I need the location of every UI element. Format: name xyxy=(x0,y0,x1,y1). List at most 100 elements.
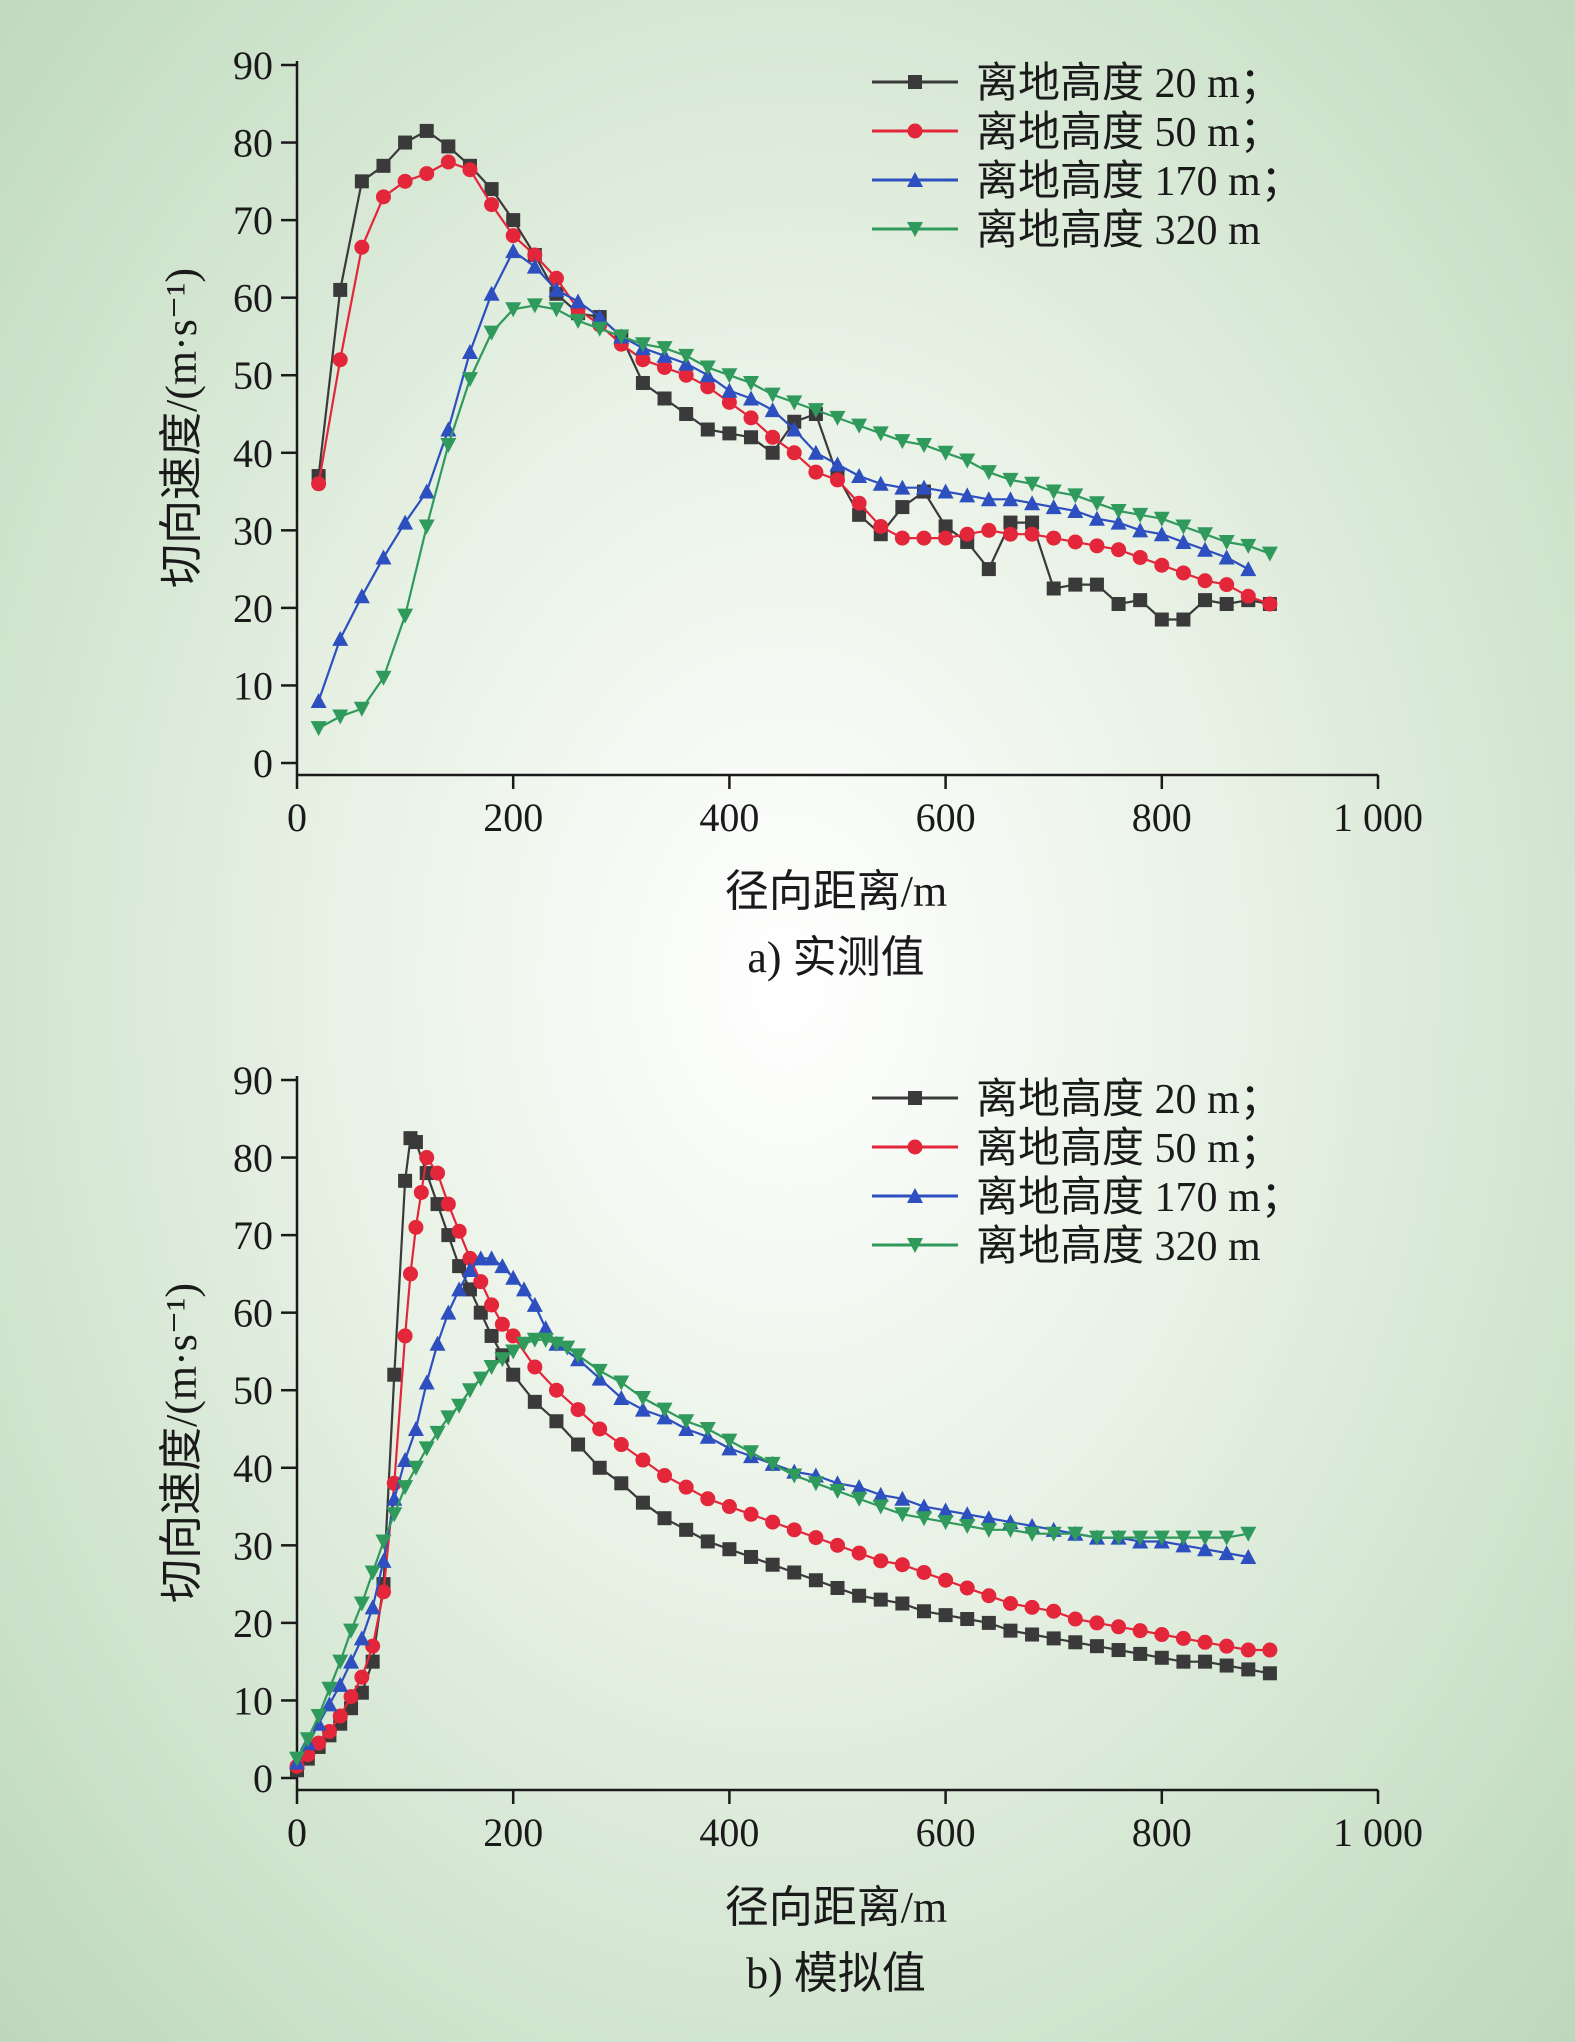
y-tick-label: 50 xyxy=(233,353,273,398)
data-point xyxy=(1218,549,1235,565)
data-point xyxy=(657,1468,673,1484)
legend-label: 离地高度 20 m； xyxy=(976,1076,1282,1123)
data-point xyxy=(592,1460,607,1475)
data-point xyxy=(462,1282,477,1297)
x-tick-label: 400 xyxy=(699,1810,759,1855)
data-point xyxy=(397,1480,414,1496)
data-point xyxy=(505,302,522,318)
data-point xyxy=(310,692,327,708)
data-point xyxy=(1198,593,1213,608)
data-point xyxy=(311,1735,327,1751)
y-tick-label: 70 xyxy=(233,198,273,243)
data-point xyxy=(419,123,434,138)
data-point xyxy=(721,382,738,398)
data-point xyxy=(505,1328,521,1344)
data-point xyxy=(1218,1530,1235,1546)
data-point xyxy=(635,1452,651,1468)
data-point xyxy=(1198,1654,1213,1669)
data-point xyxy=(872,1486,889,1502)
y-tick-label: 60 xyxy=(233,276,273,321)
data-point xyxy=(375,1534,392,1550)
data-point xyxy=(959,1580,975,1596)
y-axis-title-b: 切向速度/(m·s⁻¹) xyxy=(157,1283,206,1603)
data-point xyxy=(656,1402,673,1418)
data-point xyxy=(354,1669,370,1685)
data-point xyxy=(635,375,650,390)
data-point xyxy=(721,1499,737,1515)
data-point xyxy=(571,1437,586,1452)
series-line xyxy=(317,250,1249,702)
y-tick-label: 90 xyxy=(233,43,273,88)
data-point xyxy=(494,1316,510,1332)
x-axis-title-a: 径向距离/m xyxy=(725,867,947,916)
data-point xyxy=(461,1262,478,1278)
data-point xyxy=(570,313,587,329)
legend-label: 离地高度 170 m； xyxy=(976,158,1303,205)
series-3 xyxy=(310,243,1257,708)
data-point xyxy=(310,1708,327,1724)
data-point xyxy=(786,1522,802,1538)
y-tick-label: 70 xyxy=(233,1213,273,1258)
data-point xyxy=(1240,1642,1256,1658)
legend-item: 离地高度 170 m； xyxy=(872,1174,1303,1221)
data-point xyxy=(1024,476,1041,492)
data-point xyxy=(894,1490,911,1506)
data-point xyxy=(765,1557,780,1572)
series-line xyxy=(296,1257,1249,1764)
data-point xyxy=(807,1476,824,1492)
data-point xyxy=(1003,1623,1018,1638)
data-point xyxy=(1154,1627,1170,1643)
data-point xyxy=(299,1732,316,1748)
data-point xyxy=(938,519,953,534)
data-point xyxy=(786,1468,803,1484)
data-point xyxy=(462,162,478,178)
series-3 xyxy=(289,1250,1257,1770)
y-tick-label: 20 xyxy=(233,586,273,631)
x-tick-label: 400 xyxy=(699,795,759,840)
data-point xyxy=(872,426,889,442)
data-point xyxy=(494,1352,511,1368)
legend-label: 离地高度 50 m； xyxy=(976,109,1282,156)
legend-label: 离地高度 170 m； xyxy=(976,1174,1303,1221)
series-4 xyxy=(289,1332,1257,1767)
legend-label: 离地高度 50 m； xyxy=(976,1125,1282,1172)
data-point xyxy=(375,189,391,205)
data-point xyxy=(938,1608,953,1623)
legend-label: 离地高度 320 m xyxy=(976,207,1261,254)
data-point xyxy=(1175,533,1192,549)
data-point xyxy=(1089,1615,1105,1631)
data-point xyxy=(473,1305,488,1320)
legend-marker xyxy=(907,1188,923,1203)
data-point xyxy=(786,421,803,437)
y-tick-label: 10 xyxy=(233,663,273,708)
data-point xyxy=(894,1557,910,1573)
data-point xyxy=(413,1184,429,1200)
legend-marker xyxy=(907,1139,923,1155)
data-point xyxy=(527,247,543,263)
legend-item: 离地高度 170 m； xyxy=(872,158,1303,205)
data-point xyxy=(461,372,478,388)
data-point xyxy=(1176,1654,1191,1669)
data-point xyxy=(451,1223,467,1239)
data-point xyxy=(959,526,975,542)
data-point xyxy=(462,1250,478,1266)
data-point xyxy=(830,1537,845,1553)
panel-caption-a: a) 实测值 xyxy=(747,933,924,982)
data-point xyxy=(516,1281,533,1297)
y-axis-title-a: 切向速度/(m·s⁻¹) xyxy=(157,268,206,588)
data-point xyxy=(873,518,889,534)
data-point xyxy=(613,1389,630,1405)
data-point xyxy=(332,352,348,368)
data-point xyxy=(1175,1530,1192,1546)
series-line xyxy=(296,1156,1270,1768)
data-point xyxy=(494,1258,511,1274)
data-point xyxy=(461,1383,478,1399)
data-point xyxy=(451,1281,468,1297)
data-point xyxy=(830,1580,845,1595)
data-point xyxy=(1002,491,1019,507)
data-point xyxy=(1132,1530,1149,1546)
data-point xyxy=(1111,1643,1126,1658)
data-point xyxy=(1133,1646,1148,1661)
data-point xyxy=(311,476,327,492)
data-point xyxy=(418,1374,435,1390)
